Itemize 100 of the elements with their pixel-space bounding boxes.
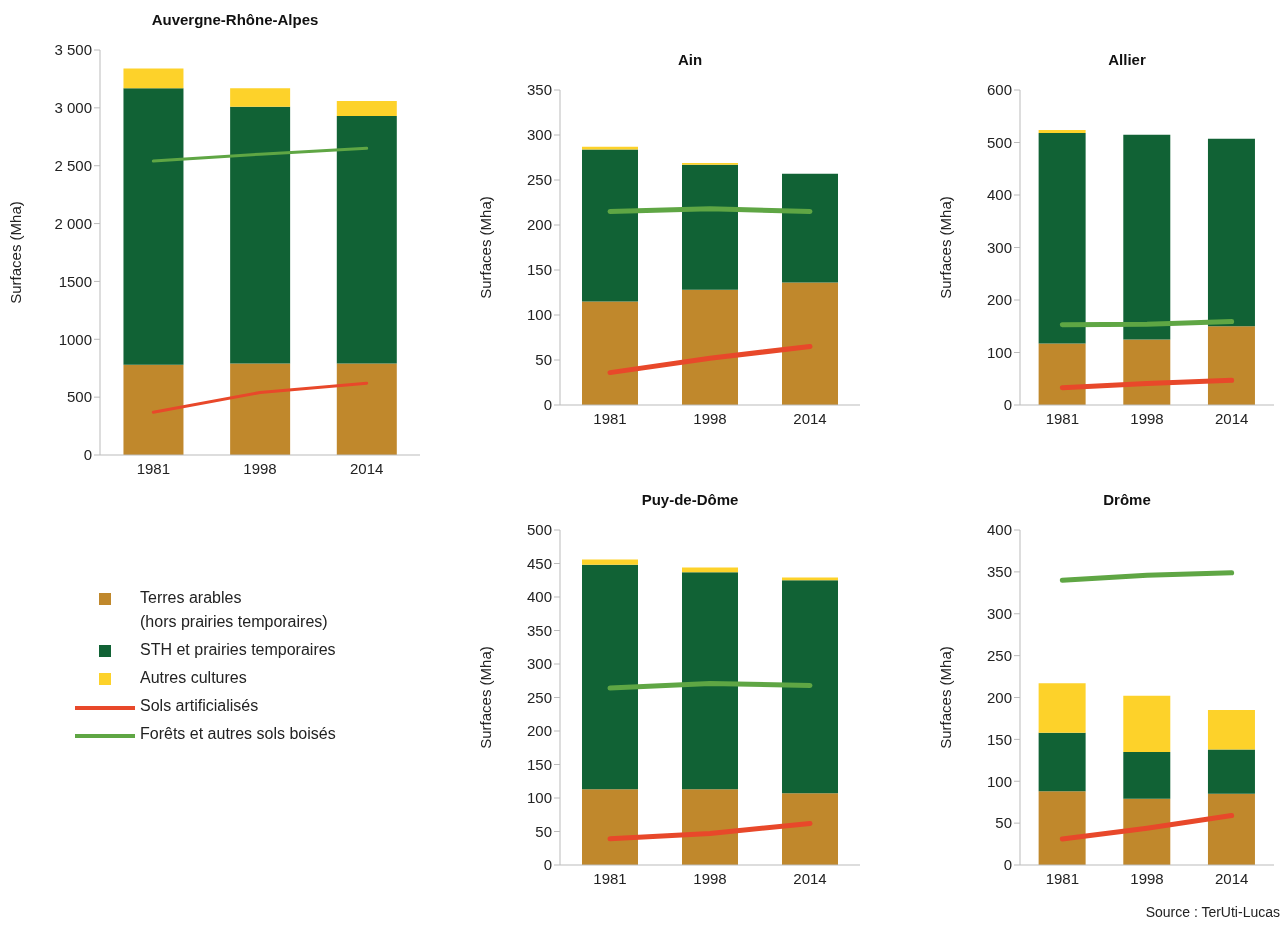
y-tick-label: 200: [526, 722, 552, 740]
x-tick-label: 1998: [693, 869, 727, 887]
bar: [1207, 793, 1255, 865]
bar: [782, 173, 838, 283]
y-tick-label: 150: [526, 755, 552, 773]
bar: [1207, 710, 1255, 750]
bar: [582, 301, 638, 405]
bar: [336, 100, 397, 116]
bar: [1207, 326, 1255, 405]
y-axis-title: Surfaces (Mha): [477, 646, 495, 749]
y-tick-label: 300: [986, 238, 1012, 256]
bar: [230, 106, 291, 364]
x-tick-label: 2014: [349, 459, 384, 477]
x-tick-label: 2014: [1214, 409, 1249, 427]
legend-label: Sols artificialisés: [140, 696, 259, 716]
bar: [123, 364, 184, 455]
bar: [1123, 798, 1171, 865]
x-tick-label: 1998: [1130, 409, 1164, 427]
x-tick-label: 1998: [693, 409, 727, 427]
y-tick-label: 50: [535, 351, 552, 369]
y-tick-label: 250: [986, 646, 1012, 664]
y-tick-label: 0: [1003, 856, 1012, 874]
y-tick-label: 350: [526, 621, 552, 639]
bar: [1123, 751, 1171, 799]
y-tick-label: 300: [526, 655, 552, 673]
y-tick-label: 100: [986, 772, 1012, 790]
bar: [1038, 129, 1086, 134]
y-tick-label: 2 500: [54, 157, 92, 175]
chart-title: Auvergne-Rhône-Alpes: [150, 10, 320, 30]
y-tick-label: 300: [526, 126, 552, 144]
bar: [1038, 343, 1086, 405]
y-axis-title: Surfaces (Mha): [7, 201, 25, 304]
y-axis-title: Surfaces (Mha): [477, 196, 495, 299]
y-tick-label: 500: [986, 133, 1012, 151]
y-tick-label: 100: [986, 343, 1012, 361]
y-tick-label: 600: [986, 81, 1012, 99]
chart-title: Puy-de-Dôme: [640, 490, 740, 510]
y-tick-label: 50: [995, 814, 1012, 832]
x-tick-label: 2014: [793, 869, 827, 887]
bar: [582, 789, 638, 865]
y-axis-title: Surfaces (Mha): [937, 196, 955, 299]
y-tick-label: 250: [526, 171, 552, 189]
y-tick-label: 250: [526, 688, 552, 706]
x-tick-label: 1998: [1130, 869, 1164, 887]
bar: [336, 115, 397, 364]
bar: [1038, 732, 1086, 792]
bar: [1123, 339, 1171, 405]
chart-title: Drôme: [1102, 490, 1152, 510]
y-tick-label: 500: [526, 521, 552, 539]
y-tick-label: 2 000: [54, 214, 92, 232]
y-tick-label: 450: [526, 554, 552, 572]
bar: [682, 164, 738, 290]
x-tick-label: 1981: [593, 409, 627, 427]
bar: [123, 88, 184, 365]
x-tick-label: 1981: [1045, 869, 1080, 887]
y-tick-label: 1500: [58, 272, 92, 290]
bar: [230, 88, 291, 107]
x-tick-label: 1981: [136, 459, 171, 477]
legend-label: STH et prairies temporaires: [140, 640, 336, 660]
y-tick-label: 350: [986, 563, 1012, 581]
y-tick-label: 350: [526, 81, 552, 99]
y-tick-label: 3 000: [54, 99, 92, 117]
legend-label: Autres cultures: [140, 668, 247, 688]
y-tick-label: 400: [986, 521, 1012, 539]
bar: [582, 564, 638, 790]
x-tick-label: 1981: [593, 869, 627, 887]
y-tick-label: 0: [543, 396, 552, 414]
y-tick-label: 150: [526, 261, 552, 279]
y-tick-label: 200: [986, 291, 1012, 309]
y-tick-label: 100: [526, 789, 552, 807]
bar: [582, 149, 638, 302]
y-tick-label: 200: [526, 216, 552, 234]
bar: [1123, 695, 1171, 752]
y-tick-label: 0: [543, 856, 552, 874]
x-tick-label: 1998: [243, 459, 277, 477]
bar: [1207, 138, 1255, 327]
bar: [682, 289, 738, 405]
bar: [782, 580, 838, 794]
y-tick-label: 1000: [58, 330, 92, 348]
bar: [782, 793, 838, 865]
bar: [782, 282, 838, 405]
bar: [682, 572, 738, 790]
bar: [123, 68, 184, 89]
bar: [1038, 683, 1086, 733]
bar: [682, 789, 738, 865]
y-tick-label: 150: [986, 730, 1012, 748]
bar: [1123, 134, 1171, 340]
y-tick-label: 0: [1003, 396, 1012, 414]
y-tick-label: 3 500: [54, 41, 92, 59]
legend-label: Terres arables (hors prairies temporaires): [140, 588, 328, 632]
y-tick-label: 400: [526, 588, 552, 606]
x-tick-label: 1981: [1045, 409, 1080, 427]
bar: [1207, 749, 1255, 794]
bar: [230, 363, 291, 455]
y-tick-label: 100: [526, 306, 552, 324]
bar: [582, 559, 638, 565]
legend-label: Forêts et autres sols boisés: [140, 724, 336, 744]
bar: [1038, 133, 1086, 344]
y-tick-label: 0: [83, 446, 92, 464]
bar: [336, 363, 397, 455]
